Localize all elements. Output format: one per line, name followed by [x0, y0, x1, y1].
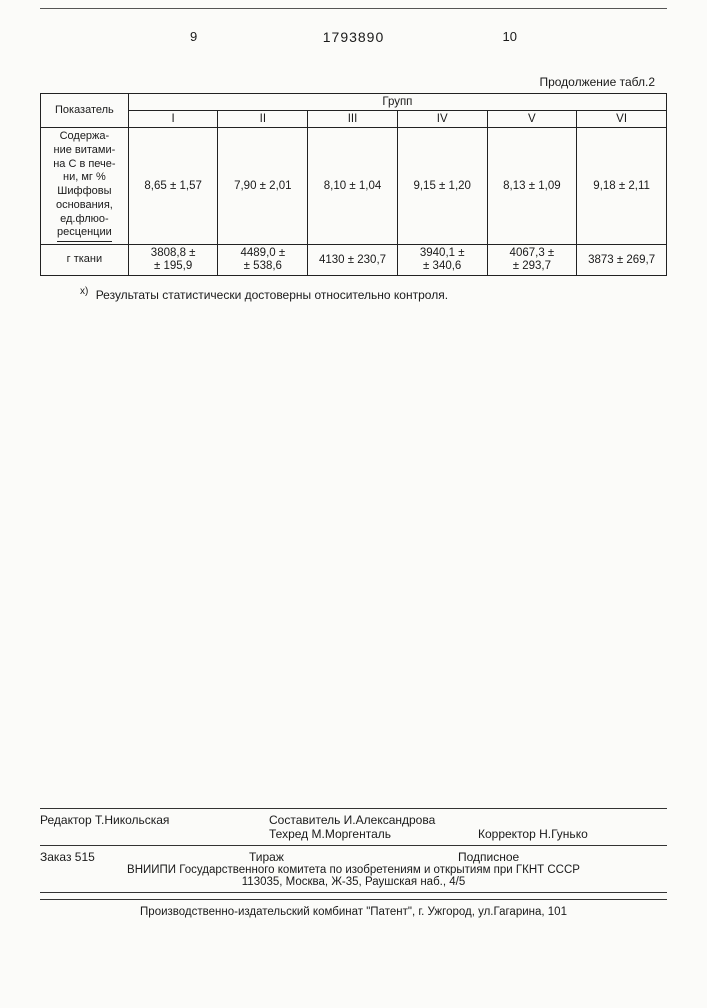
- tirazh: Тираж: [249, 850, 458, 864]
- table-row: Содержа- ние витами- на С в пече- ни, мг…: [41, 128, 667, 245]
- cell: 7,90 ± 2,01: [218, 128, 308, 245]
- imprint-block: Редактор Т.Никольская Составитель И.Алек…: [40, 808, 667, 918]
- footnote: х) Результаты статистически достоверны о…: [80, 286, 667, 302]
- cell: 8,10 ± 1,04: [308, 128, 398, 245]
- compiler-techred: Составитель И.Александрова Техред М.Морг…: [229, 813, 458, 841]
- row-label: Содержа- ние витами- на С в пече- ни, мг…: [41, 128, 129, 245]
- footnote-text: Результаты статистически достоверны отно…: [96, 288, 448, 302]
- cell: 4489,0 ±± 538,6: [218, 245, 308, 276]
- group-label: IV: [397, 111, 487, 128]
- editor: Редактор Т.Никольская: [40, 813, 229, 841]
- credits-row: Редактор Т.Никольская Составитель И.Алек…: [40, 808, 667, 846]
- publisher-imprint: Производственно-издательский комбинат "П…: [40, 899, 667, 918]
- group-label: VI: [577, 111, 667, 128]
- cell: 3940,1 ±± 340,6: [397, 245, 487, 276]
- cell: 8,13 ± 1,09: [487, 128, 577, 245]
- subscription: Подписное: [458, 850, 667, 864]
- group-label: I: [128, 111, 218, 128]
- group-label: II: [218, 111, 308, 128]
- col-header-indicator: Показатель: [41, 94, 129, 128]
- org-line: ВНИИПИ Государственного комитета по изоб…: [40, 864, 667, 876]
- page: 9 1793890 10 Продолжение табл.2 Показате…: [0, 8, 707, 1008]
- order-number: Заказ 515: [40, 850, 249, 864]
- credits-mid: Заказ 515 Тираж Подписное ВНИИПИ Государ…: [40, 846, 667, 893]
- footnote-mark: х): [80, 286, 88, 297]
- continuation-label: Продолжение табл.2: [40, 75, 655, 89]
- addr-line: 113035, Москва, Ж-35, Раушская наб., 4/5: [40, 876, 667, 888]
- document-number: 1793890: [323, 29, 385, 45]
- page-header: 9 1793890 10: [40, 8, 667, 69]
- page-number-left: 9: [190, 29, 197, 44]
- cell: 3808,8 ±± 195,9: [128, 245, 218, 276]
- cell: 4067,3 ±± 293,7: [487, 245, 577, 276]
- cell: 8,65 ± 1,57: [128, 128, 218, 245]
- col-header-group: Групп: [128, 94, 666, 111]
- cell: 9,15 ± 1,20: [397, 128, 487, 245]
- page-number-right: 10: [503, 29, 517, 44]
- cell: 3873 ± 269,7: [577, 245, 667, 276]
- row-label: г ткани: [41, 245, 129, 276]
- cell: 4130 ± 230,7: [308, 245, 398, 276]
- group-label: III: [308, 111, 398, 128]
- group-label: V: [487, 111, 577, 128]
- table-row: г ткани 3808,8 ±± 195,9 4489,0 ±± 538,6 …: [41, 245, 667, 276]
- corrector: Корректор Н.Гунько: [458, 813, 667, 841]
- data-table: Показатель Групп I II III IV V VI Содерж…: [40, 93, 667, 276]
- cell: 9,18 ± 2,11: [577, 128, 667, 245]
